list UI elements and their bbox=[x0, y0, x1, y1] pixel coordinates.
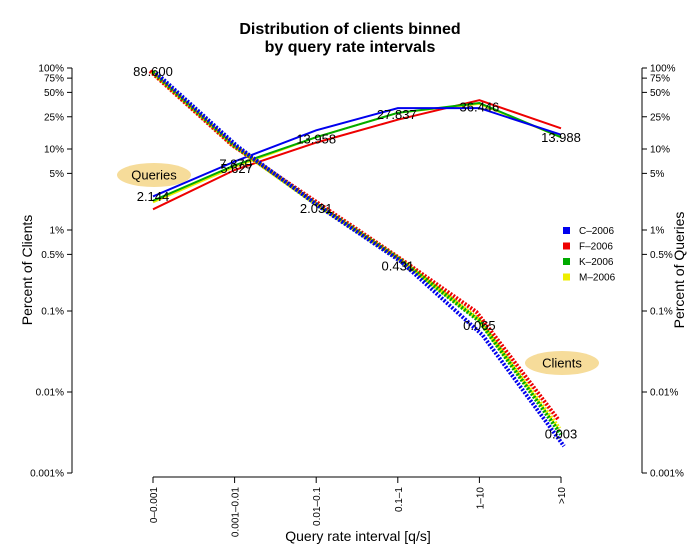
y-tick-label-right: 10% bbox=[650, 145, 670, 156]
legend-label: C–2006 bbox=[579, 226, 614, 237]
y-tick-label-left: 50% bbox=[44, 88, 64, 99]
legend-label: M–2006 bbox=[579, 273, 616, 284]
data-label: 27.837 bbox=[377, 107, 417, 122]
y-tick-label-left: 75% bbox=[44, 74, 64, 85]
x-tick-label: 0–0.001 bbox=[149, 487, 160, 524]
queries-series-line bbox=[152, 99, 562, 211]
annotation-bubble bbox=[117, 163, 191, 187]
x-tick-label: 1–10 bbox=[475, 487, 486, 510]
y-tick-label-left: 0.1% bbox=[41, 307, 64, 318]
data-label: 13.988 bbox=[541, 130, 581, 145]
legend-swatch bbox=[563, 273, 570, 281]
y-tick-label-right: 0.01% bbox=[650, 388, 678, 399]
x-axis-label: Query rate interval [q/s] bbox=[285, 528, 431, 544]
y-tick-label-left: 5% bbox=[50, 169, 65, 180]
y-tick-label-left: 1% bbox=[50, 226, 65, 237]
data-label: 0.003 bbox=[545, 426, 578, 441]
annotation-shapes: Queries Clients bbox=[117, 163, 599, 375]
data-label: 0.431 bbox=[382, 259, 415, 274]
y-tick-label-right: 5% bbox=[650, 169, 665, 180]
y-tick-label-right: 75% bbox=[650, 74, 670, 85]
annotation-label: Clients bbox=[542, 356, 582, 371]
y-tick-label-right: 50% bbox=[650, 88, 670, 99]
y-tick-label-left: 10% bbox=[44, 145, 64, 156]
clients-series-line bbox=[154, 71, 566, 448]
legend: C–2006 F–2006 K–2006 M–2006 bbox=[563, 226, 616, 284]
legend-label: F–2006 bbox=[579, 242, 613, 253]
legend-swatch bbox=[563, 227, 570, 234]
x-tick-label: 0.001–0.01 bbox=[231, 487, 242, 537]
y-tick-label-left: 25% bbox=[44, 112, 64, 123]
data-label: 5.627 bbox=[220, 161, 253, 176]
y-tick-label-right: 100% bbox=[650, 64, 676, 75]
y-tick-label-left: 0.001% bbox=[30, 469, 64, 480]
data-label: 2.031 bbox=[300, 201, 333, 216]
queries-series-line bbox=[152, 107, 562, 198]
data-label: 0.065 bbox=[463, 318, 496, 333]
data-label: 7.870 bbox=[219, 156, 252, 171]
data-label: 13.958 bbox=[296, 131, 336, 146]
legend-swatch bbox=[563, 242, 570, 250]
axes: 100% 100%75% 75%50% 50%25% 25%10% 10%5% 5%1% 1%… bbox=[30, 64, 684, 538]
annotation-label: Queries bbox=[131, 168, 177, 183]
x-tick-label: 0.01–0.1 bbox=[312, 487, 323, 526]
y-tick-label-left: 100% bbox=[38, 64, 64, 75]
series-layer bbox=[148, 69, 566, 448]
clients-series-line bbox=[151, 70, 563, 436]
data-label: 2.144 bbox=[137, 189, 170, 204]
y-axis-label-right: Percent of Queries bbox=[671, 212, 687, 329]
annotation-bubble bbox=[525, 351, 599, 375]
y-tick-label-right: 0.5% bbox=[650, 250, 673, 261]
y-tick-label-left: 0.01% bbox=[36, 388, 64, 399]
data-label: 36.446 bbox=[460, 100, 500, 115]
x-tick-label: >10 bbox=[557, 487, 568, 504]
y-tick-label-right: 25% bbox=[650, 112, 670, 123]
y-axis-label-left: Percent of Clients bbox=[19, 215, 35, 326]
chart-title: Distribution of clients binned bbox=[239, 21, 460, 38]
y-tick-label-right: 0.1% bbox=[650, 307, 673, 318]
y-tick-label-right: 0.001% bbox=[650, 469, 684, 480]
queries-series-line bbox=[152, 101, 562, 202]
chart-subtitle: by query rate intervals bbox=[265, 39, 436, 56]
legend-swatch bbox=[563, 258, 570, 265]
legend-label: K–2006 bbox=[579, 257, 614, 268]
y-tick-label-left: 0.5% bbox=[41, 250, 64, 261]
y-tick-label-right: 1% bbox=[650, 226, 665, 237]
x-tick-label: 0.1–1 bbox=[394, 487, 405, 512]
data-label: 89.600 bbox=[133, 64, 173, 79]
